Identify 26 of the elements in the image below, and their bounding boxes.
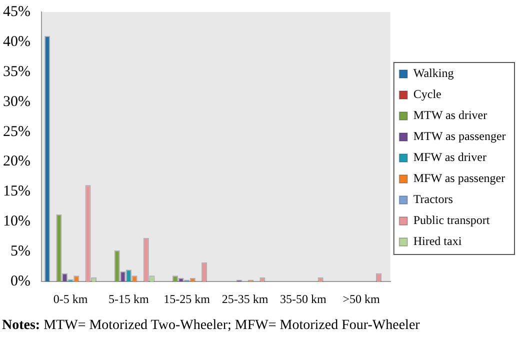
- y-tick-label: 40%: [2, 34, 30, 50]
- x-tick-label: >50 km: [342, 292, 381, 306]
- legend-label: MTW as driver: [413, 108, 488, 122]
- x-tick-label: 15-25 km: [164, 292, 211, 306]
- x-tick-label: 35-50 km: [280, 292, 327, 306]
- y-tick-label: 25%: [2, 124, 30, 140]
- legend-label: MFW as passenger: [413, 171, 506, 186]
- y-tick-label: 35%: [2, 64, 30, 80]
- y-tick-label: 45%: [2, 4, 30, 20]
- y-tick-label: 5%: [10, 244, 30, 260]
- y-tick-label: 15%: [2, 184, 30, 200]
- legend-label: Walking: [413, 66, 454, 80]
- y-tick-label: 30%: [2, 94, 30, 110]
- text: Notes: MTW= Motorized Two-Wheeler; MFW= Motorized Four-Wheeler: [2, 318, 420, 334]
- legend-label: MTW as passenger: [413, 129, 506, 144]
- legend-label: Tractors: [413, 192, 454, 206]
- legend-label: Public transport: [413, 213, 490, 228]
- y-tick-label: 10%: [2, 214, 30, 230]
- x-tick-label: 0-5 km: [53, 292, 88, 306]
- x-tick-label: 25-35 km: [222, 292, 269, 306]
- y-tick-label: 20%: [2, 154, 30, 170]
- x-tick-label: 5-15 km: [108, 292, 150, 306]
- legend-label: Cycle: [413, 87, 442, 102]
- legend-label: Hired taxi: [413, 234, 462, 248]
- legend-label: MFW as driver: [413, 150, 486, 164]
- y-tick-label: 0%: [10, 274, 30, 290]
